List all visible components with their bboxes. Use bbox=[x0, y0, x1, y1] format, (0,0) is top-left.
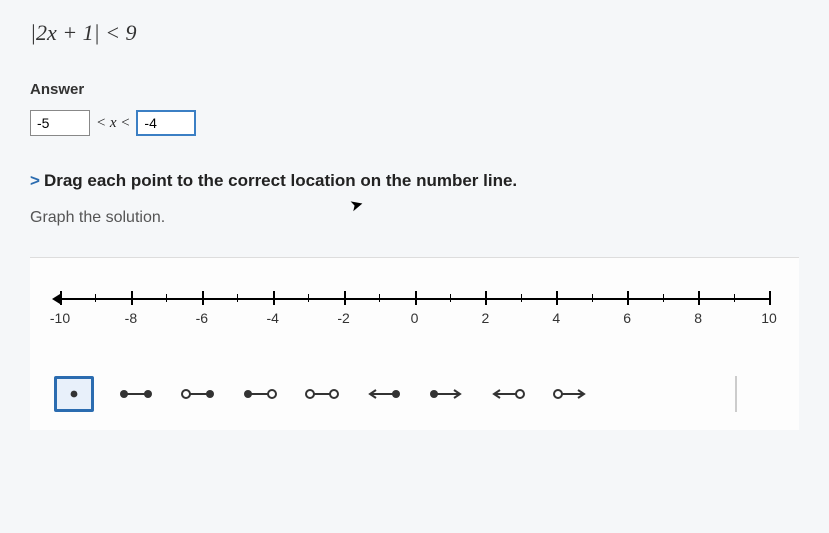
tool-segment-closed-open[interactable] bbox=[240, 376, 280, 412]
tick-label: 6 bbox=[623, 310, 631, 326]
tool-ray-right-closed[interactable] bbox=[426, 376, 466, 412]
tool-ray-left-open[interactable] bbox=[488, 376, 528, 412]
tick-minor bbox=[95, 294, 96, 302]
tool-segment-closed-closed[interactable] bbox=[116, 376, 156, 412]
tool-point-closed[interactable] bbox=[54, 376, 94, 412]
tick-label: 0 bbox=[411, 310, 419, 326]
tool-segment-open-open[interactable] bbox=[302, 376, 342, 412]
problem-expression: |2x + 1| < 9 bbox=[30, 20, 799, 46]
answer-label: Answer bbox=[30, 81, 799, 98]
graph-toolbox bbox=[50, 368, 779, 420]
tick-label: 8 bbox=[694, 310, 702, 326]
tick-minor bbox=[521, 294, 522, 302]
tick-major bbox=[415, 291, 417, 305]
tick-major bbox=[344, 291, 346, 305]
tick-major bbox=[556, 291, 558, 305]
tick-major bbox=[698, 291, 700, 305]
tick-minor bbox=[450, 294, 451, 302]
tick-label: -10 bbox=[50, 310, 70, 326]
tick-major bbox=[131, 291, 133, 305]
tick-minor bbox=[308, 294, 309, 302]
tick-minor bbox=[237, 294, 238, 302]
tick-minor bbox=[166, 294, 167, 302]
graph-instruction: Graph the solution. bbox=[30, 209, 799, 227]
chevron-icon: > bbox=[30, 171, 40, 190]
answer-left-input[interactable] bbox=[30, 110, 90, 136]
tick-label: 10 bbox=[761, 310, 777, 326]
tick-label: 2 bbox=[481, 310, 489, 326]
inequality-text: < x < bbox=[96, 115, 130, 132]
tool-ray-left-closed[interactable] bbox=[364, 376, 404, 412]
tick-major bbox=[485, 291, 487, 305]
drag-instruction: >Drag each point to the correct location… bbox=[30, 171, 799, 191]
tick-major bbox=[273, 291, 275, 305]
tick-minor bbox=[379, 294, 380, 302]
numberline-panel: -10 -8 -6 -4 -2 0 2 4 6 8 10 bbox=[30, 257, 799, 430]
tick-major bbox=[202, 291, 204, 305]
tick-minor bbox=[592, 294, 593, 302]
tick-label: 4 bbox=[552, 310, 560, 326]
tick-label: -2 bbox=[337, 310, 349, 326]
tick-label: -8 bbox=[125, 310, 137, 326]
tick-label: -6 bbox=[196, 310, 208, 326]
tick-minor bbox=[663, 294, 664, 302]
toolbox-end bbox=[735, 376, 775, 412]
answer-row: < x < bbox=[30, 110, 799, 136]
tool-segment-open-closed[interactable] bbox=[178, 376, 218, 412]
tick-major bbox=[60, 291, 62, 305]
tick-label: -4 bbox=[266, 310, 278, 326]
tick-minor bbox=[734, 294, 735, 302]
tick-major bbox=[769, 291, 771, 305]
tick-major bbox=[627, 291, 629, 305]
tool-ray-right-open[interactable] bbox=[550, 376, 590, 412]
instruction-text: Drag each point to the correct location … bbox=[44, 171, 517, 190]
answer-right-input[interactable] bbox=[136, 110, 196, 136]
numberline[interactable]: -10-8-6-4-20246810 bbox=[60, 288, 769, 348]
